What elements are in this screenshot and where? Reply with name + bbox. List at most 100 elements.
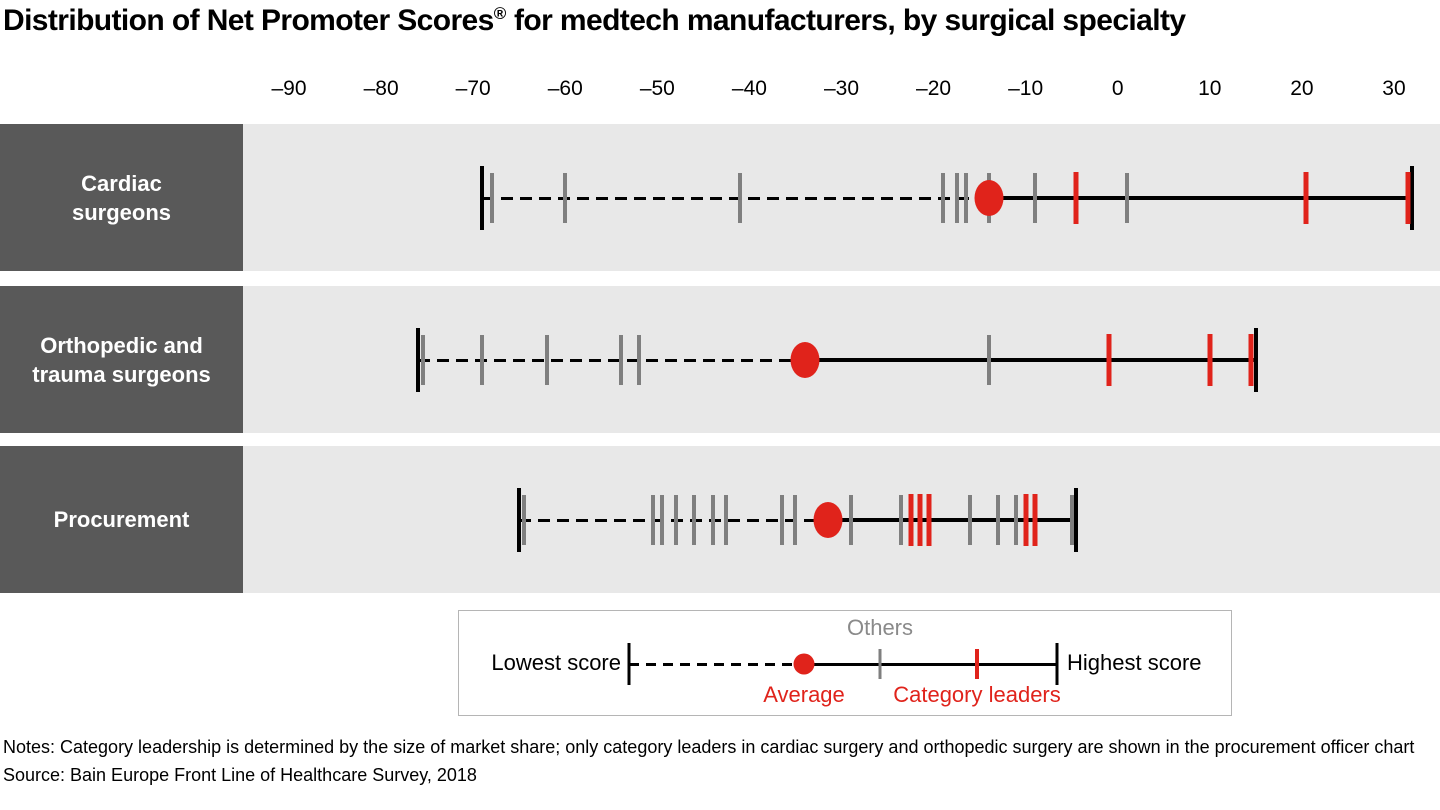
dashed-range-line xyxy=(417,358,805,362)
others-tick xyxy=(793,494,798,545)
row-label-line: surgeons xyxy=(71,199,172,225)
solid-range-line xyxy=(988,195,1413,200)
solid-range-line xyxy=(827,517,1077,522)
category-leader-tick xyxy=(917,493,923,546)
category-leader-tick xyxy=(1023,493,1029,546)
x-axis-tick-label: –20 xyxy=(916,77,952,100)
title-text-rest: for medtech manufacturers, by surgical s… xyxy=(506,4,1186,37)
others-tick xyxy=(1069,494,1074,545)
others-tick xyxy=(563,172,568,223)
category-leader-tick xyxy=(1207,333,1213,386)
legend-others-label: Others xyxy=(846,615,914,640)
row-band: Procurement xyxy=(0,446,1440,593)
dashed-range-line xyxy=(482,196,989,200)
others-tick xyxy=(899,494,904,545)
row-label-line: Orthopedic and xyxy=(40,332,203,358)
others-tick xyxy=(710,494,715,545)
average-dot xyxy=(813,501,843,538)
highest-score-tick xyxy=(1253,327,1258,392)
row-band: Cardiac surgeons xyxy=(0,124,1440,271)
others-tick xyxy=(420,334,425,385)
legend-box: Lowest score Others Average Category lea… xyxy=(458,610,1232,716)
x-axis-tick-label: 20 xyxy=(1290,77,1314,100)
others-tick xyxy=(996,494,1001,545)
others-tick xyxy=(521,494,526,545)
row-plot-area xyxy=(243,286,1440,433)
legend-highest-score-tick xyxy=(1055,643,1059,685)
legend-others-tick xyxy=(878,649,882,679)
x-axis-tick-label: –90 xyxy=(271,77,307,100)
others-tick xyxy=(779,494,784,545)
category-leader-tick xyxy=(1303,171,1309,224)
legend-solid-line xyxy=(804,663,1057,666)
others-tick xyxy=(963,172,968,223)
x-axis-tick-label: –30 xyxy=(823,77,860,100)
row-label-line: trauma surgeons xyxy=(32,361,211,387)
others-tick xyxy=(986,334,991,385)
x-axis-tick-label: 10 xyxy=(1198,77,1222,100)
footnotes: Notes: Category leadership is determined… xyxy=(3,733,1437,789)
legend-average-dot xyxy=(793,653,815,675)
title-text: Distribution of Net Promoter Scores xyxy=(3,4,494,37)
category-leader-tick xyxy=(1032,493,1038,546)
row-label-line: Procurement xyxy=(53,507,190,532)
dashed-range-line xyxy=(519,518,828,522)
legend-highest-score-label: Highest score xyxy=(1067,650,1202,675)
row-plot-area xyxy=(243,124,1440,271)
legend-average-label: Average xyxy=(763,682,845,707)
others-tick xyxy=(724,494,729,545)
lowest-score-tick xyxy=(480,165,485,230)
lowest-score-tick xyxy=(415,327,420,392)
row-label: Orthopedic and trauma surgeons xyxy=(0,286,243,433)
others-tick xyxy=(480,334,485,385)
notes-text: Notes: Category leadership is determined… xyxy=(3,737,1415,757)
others-tick xyxy=(673,494,678,545)
others-tick xyxy=(1124,172,1129,223)
others-tick xyxy=(954,172,959,223)
solid-range-line xyxy=(804,357,1256,362)
category-leader-tick xyxy=(1106,333,1112,386)
row-label: Cardiac surgeons xyxy=(0,124,243,271)
legend-lowest-score-label: Lowest score xyxy=(491,650,621,675)
highest-score-tick xyxy=(1410,165,1415,230)
x-axis-tick-label: –60 xyxy=(547,77,583,100)
others-tick xyxy=(636,334,641,385)
row-plot-area xyxy=(243,446,1440,593)
x-axis-tick-label: –10 xyxy=(1008,77,1044,100)
legend-category-leaders-label: Category leaders xyxy=(893,682,1061,707)
others-tick xyxy=(848,494,853,545)
others-tick xyxy=(940,172,945,223)
x-axis-tick-labels: –90 –80 –70 –60 –50 –40 –30 –20 –10 0 10 20 30 xyxy=(243,76,1440,102)
legend-dashed-line xyxy=(629,663,804,666)
row-label-line: Cardiac xyxy=(81,170,162,196)
category-leader-tick xyxy=(926,493,932,546)
x-axis-tick-label: 0 xyxy=(1111,77,1124,100)
row-label: Procurement xyxy=(0,446,243,593)
x-axis-tick-label: –50 xyxy=(639,77,675,100)
x-axis-tick-label: –40 xyxy=(731,77,767,100)
others-tick xyxy=(650,494,655,545)
row-band: Orthopedic and trauma surgeons xyxy=(0,286,1440,433)
category-leader-tick xyxy=(1248,333,1254,386)
others-tick xyxy=(968,494,973,545)
x-axis-tick-label: 30 xyxy=(1382,77,1406,100)
average-dot xyxy=(790,341,820,378)
chart-title: Distribution of Net Promoter Scores® for… xyxy=(3,4,1186,37)
lowest-score-tick xyxy=(517,487,522,552)
others-tick xyxy=(738,172,743,223)
others-tick xyxy=(1014,494,1019,545)
category-leader-tick xyxy=(908,493,914,546)
category-leader-tick xyxy=(1405,171,1411,224)
others-tick xyxy=(618,334,623,385)
highest-score-tick xyxy=(1074,487,1079,552)
x-axis-tick-label: –80 xyxy=(363,77,399,100)
others-tick xyxy=(1032,172,1037,223)
legend-category-leader-tick xyxy=(975,649,979,679)
registered-trademark-mark: ® xyxy=(493,4,507,23)
average-dot xyxy=(974,179,1004,216)
x-axis-tick-label: –70 xyxy=(455,77,491,100)
others-tick xyxy=(659,494,664,545)
category-leader-tick xyxy=(1073,171,1079,224)
others-tick xyxy=(489,172,494,223)
